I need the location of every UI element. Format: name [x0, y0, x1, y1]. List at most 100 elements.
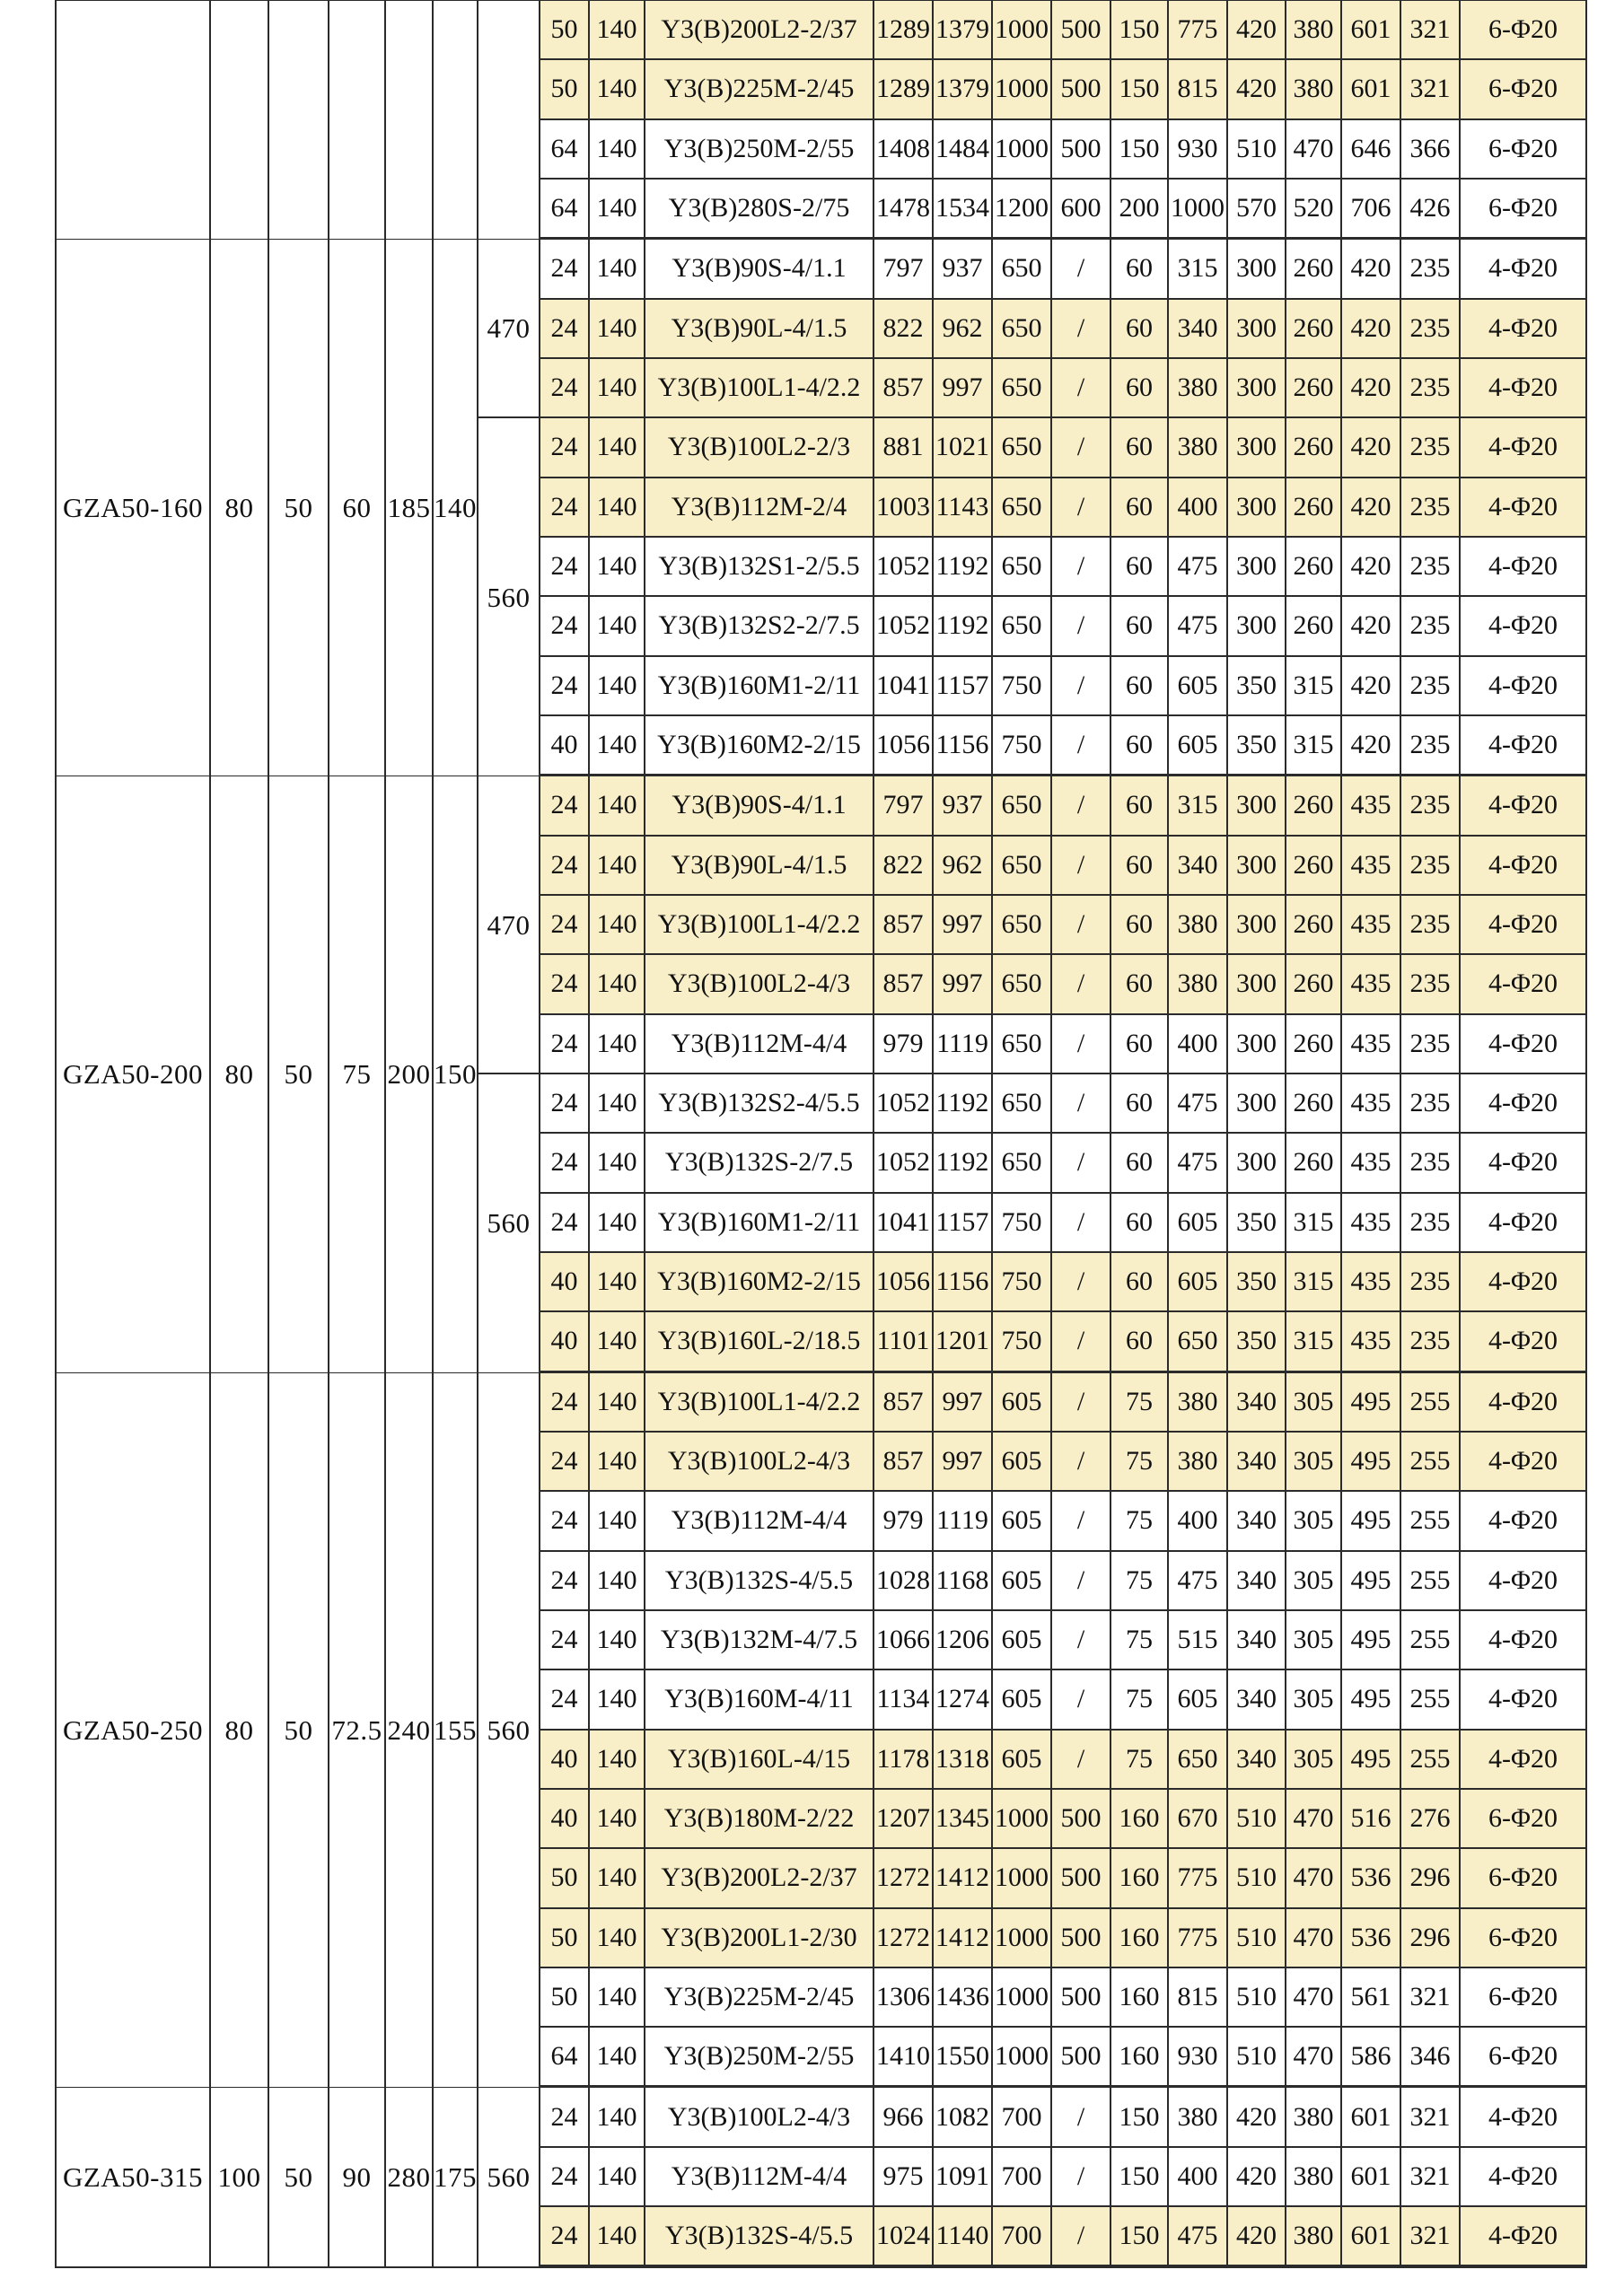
value-cell: 75: [1111, 1610, 1169, 1671]
value-cell: 24: [540, 776, 590, 837]
value-cell: 140: [590, 955, 645, 1015]
value-cell: /: [1052, 2088, 1111, 2148]
value-cell: 470: [1286, 1967, 1342, 2029]
value-cell: 160: [1111, 1789, 1169, 1850]
value-cell: 6-Φ20: [1461, 60, 1585, 120]
value-cell: 4-Φ20: [1461, 955, 1585, 1015]
value-cell: 160: [1111, 1908, 1169, 1968]
value-cell: 300: [1228, 358, 1286, 419]
dim-cell: 185: [386, 240, 434, 776]
value-cell: 60: [1111, 478, 1169, 538]
value-cell: 140: [590, 418, 645, 478]
value-cell: 1041: [874, 656, 934, 716]
value-cell: 470: [1286, 1849, 1342, 1909]
value-cell: 140: [590, 1492, 645, 1552]
value-cell: 510: [1228, 1967, 1286, 2029]
value-cell: 475: [1169, 597, 1228, 657]
value-cell: 60: [1111, 955, 1169, 1015]
value-cell: 140: [590, 656, 645, 716]
dim-cell: 80: [211, 776, 269, 1372]
value-cell: 140: [590, 240, 645, 300]
value-cell: 24: [540, 358, 590, 419]
value-cell: 470: [1286, 119, 1342, 180]
value-cell: 24: [540, 2147, 590, 2208]
value-cell: /: [1052, 1134, 1111, 1194]
value-cell: 255: [1401, 1730, 1461, 1790]
value-cell: 650: [1169, 1730, 1228, 1790]
value-cell: 650: [993, 240, 1052, 300]
motor-model-cell: Y3(B)280S-2/75: [645, 179, 874, 240]
value-cell: 4-Φ20: [1461, 2147, 1585, 2208]
value-cell: /: [1052, 2207, 1111, 2267]
value-cell: 140: [590, 1134, 645, 1194]
value-cell: 50: [540, 1, 590, 61]
value-cell: /: [1052, 240, 1111, 300]
value-cell: 4-Φ20: [1461, 1134, 1585, 1194]
motor-model-cell: Y3(B)160M-4/11: [645, 1670, 874, 1731]
value-cell: 1318: [934, 1730, 993, 1790]
model-cell: GZA50-200: [57, 776, 211, 1372]
value-cell: 380: [1169, 895, 1228, 956]
value-cell: 4-Φ20: [1461, 656, 1585, 716]
value-cell: 646: [1342, 119, 1401, 180]
value-cell: 857: [874, 1432, 934, 1493]
table-section-gza50-200: GZA50-200 80 50 75 200 150 470 560 24 140 Y3(B)90S…: [57, 776, 1585, 1372]
value-cell: 140: [590, 2088, 645, 2148]
value-cell: 24: [540, 240, 590, 300]
value-cell: 235: [1401, 240, 1461, 300]
dim-cell: [211, 1, 269, 240]
dim-cell: 72.5: [329, 1372, 386, 2088]
value-cell: 937: [934, 776, 993, 837]
value-cell: /: [1052, 656, 1111, 716]
value-cell: 536: [1342, 1908, 1401, 1968]
value-cell: 4-Φ20: [1461, 895, 1585, 956]
motor-model-cell: Y3(B)160M2-2/15: [645, 1252, 874, 1313]
value-cell: 380: [1286, 2147, 1342, 2208]
value-cell: 24: [540, 478, 590, 538]
value-cell: 60: [1111, 1312, 1169, 1372]
value-cell: 260: [1286, 240, 1342, 300]
value-cell: 140: [590, 358, 645, 419]
value-cell: 1091: [934, 2147, 993, 2208]
value-cell: 321: [1401, 1, 1461, 61]
value-cell: 24: [540, 1670, 590, 1731]
value-cell: 515: [1169, 1610, 1228, 1671]
value-cell: 6-Φ20: [1461, 179, 1585, 240]
value-cell: 601: [1342, 2147, 1401, 2208]
value-cell: 255: [1401, 1492, 1461, 1552]
value-cell: 315: [1169, 240, 1228, 300]
value-cell: 235: [1401, 597, 1461, 657]
value-cell: 750: [993, 1252, 1052, 1313]
value-cell: 235: [1401, 776, 1461, 837]
dim-cell: 150: [434, 776, 478, 1372]
value-cell: 650: [993, 1014, 1052, 1074]
motor-model-cell: Y3(B)90S-4/1.1: [645, 240, 874, 300]
value-cell: 420: [1342, 715, 1401, 776]
value-cell: 150: [1111, 2207, 1169, 2267]
value-cell: 586: [1342, 2028, 1401, 2088]
value-cell: 1436: [934, 1967, 993, 2029]
motor-model-cell: Y3(B)160L-4/15: [645, 1730, 874, 1790]
motor-model-cell: Y3(B)200L1-2/30: [645, 1908, 874, 1968]
value-cell: 650: [1169, 1312, 1228, 1372]
value-cell: 1157: [934, 656, 993, 716]
value-cell: 997: [934, 895, 993, 956]
dim-cell: 100: [211, 2088, 269, 2267]
value-cell: /: [1052, 1551, 1111, 1611]
value-cell: 260: [1286, 418, 1342, 478]
value-cell: /: [1052, 1492, 1111, 1552]
value-cell: 260: [1286, 895, 1342, 956]
value-cell: 140: [590, 1, 645, 61]
value-cell: 150: [1111, 2088, 1169, 2148]
dim-cell: [386, 1, 434, 240]
value-cell: 235: [1401, 656, 1461, 716]
speed-cell: 560: [478, 418, 540, 776]
value-cell: 300: [1228, 240, 1286, 300]
value-cell: 966: [874, 2088, 934, 2148]
value-cell: /: [1052, 1252, 1111, 1313]
value-cell: 420: [1342, 299, 1401, 359]
value-cell: 235: [1401, 955, 1461, 1015]
dim-cell: 140: [434, 240, 478, 776]
value-cell: 400: [1169, 1492, 1228, 1552]
value-cell: 420: [1228, 2088, 1286, 2148]
